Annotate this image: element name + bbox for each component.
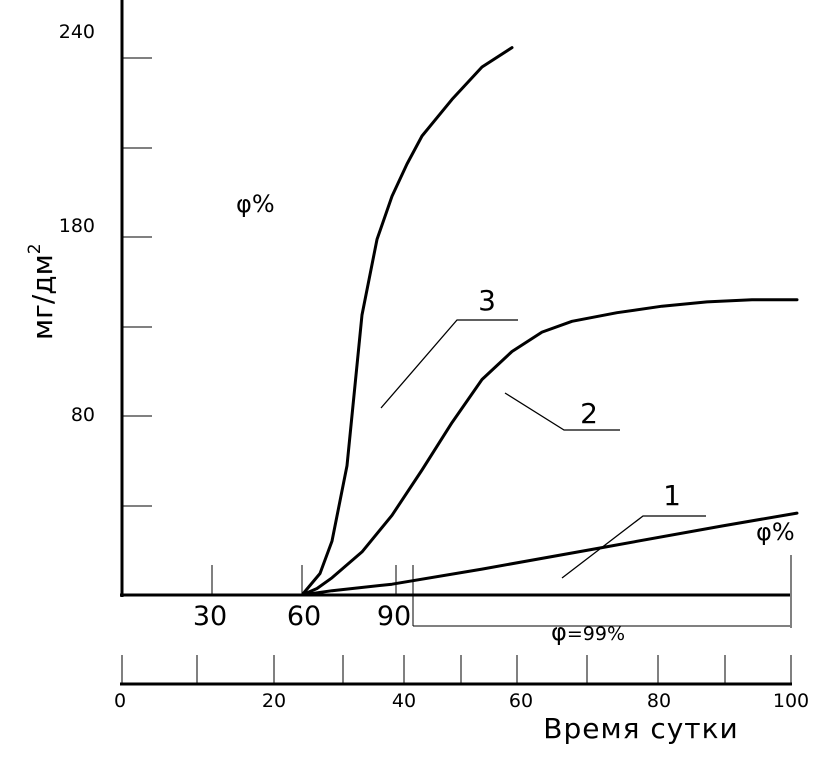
x-tick-label-lower: 80 [647,690,671,712]
phi-99-annotation: φ=99% [551,618,625,646]
labels: мг/дм2 φ% φ% φ=99% Время сутки [25,190,795,745]
series-2-line [120,298,799,597]
x-tick-label-lower: 40 [392,690,416,712]
y-tick-label: 80 [71,404,95,426]
phi-annotation-top: φ% [236,190,275,218]
phi-annotation-right: φ% [756,518,795,546]
x-tick-label-lower: 0 [114,690,126,712]
series-2-label: 2 [580,397,598,430]
series-3-label: 3 [478,284,496,317]
x-tick-label-upper: 60 [287,601,321,632]
leader-line-series-3 [380,319,518,409]
x-tick-label-upper: 30 [193,601,227,632]
series-1-label: 1 [663,479,681,512]
x-axis-label: Время сутки [543,712,738,745]
series-3-line [120,46,514,597]
y-tick-label: 240 [59,21,95,43]
x-tick-label-lower: 20 [262,690,286,712]
y-axis-label: мг/дм2 [25,243,59,340]
series-1-line [120,511,799,597]
x-tick-label-lower: 100 [773,690,809,712]
curves [120,46,799,597]
leader-lines: 1 2 3 [380,284,706,579]
axes [120,0,792,686]
leader-line-series-1 [561,515,706,579]
x-tick-label-lower: 60 [509,690,533,712]
leader-line-series-2 [504,392,620,431]
ticks: 240 180 80 30 60 90 0 20 40 60 80 100 [59,21,809,712]
y-tick-label: 180 [59,215,95,237]
x-tick-label-upper: 90 [377,601,411,632]
